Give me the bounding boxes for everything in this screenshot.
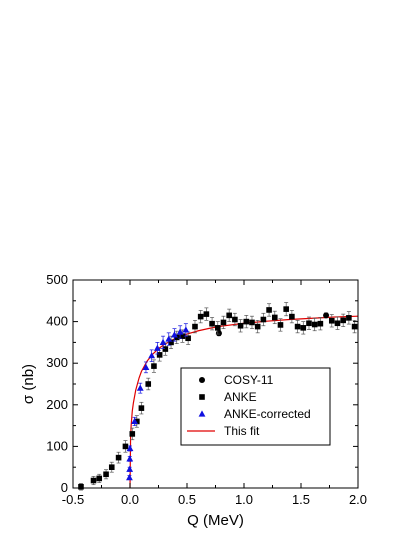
anke-corrected-point [126, 444, 134, 452]
anke-point [138, 405, 145, 411]
anke-point [108, 464, 115, 470]
anke-point [78, 483, 84, 490]
y-tick-label: 0 [61, 480, 68, 495]
legend-label: ANKE [224, 390, 257, 404]
anke-point [129, 431, 136, 437]
anke-corrected-point [153, 344, 161, 351]
axes: -0.5 0.0 0.5 1.0 1.5 2.0 0 100 200 300 400 500 [46, 272, 367, 507]
anke-corrected-point [126, 455, 134, 462]
legend-label: This fit [224, 424, 260, 438]
anke-point [306, 320, 312, 327]
y-tick-label: 300 [46, 355, 68, 370]
anke-point [179, 333, 186, 339]
anke-point [351, 323, 358, 330]
anke-point [260, 316, 267, 323]
y-tick-label: 400 [46, 314, 68, 329]
anke-point [277, 322, 284, 328]
anke-corrected-point [165, 335, 173, 342]
x-tick-label: 1.5 [292, 492, 310, 507]
anke-corrected-point [182, 326, 190, 333]
anke-point [226, 312, 232, 319]
x-tick-label: 1.0 [235, 492, 253, 507]
anke-point [96, 475, 103, 482]
anke-point [249, 319, 255, 326]
anke-point [197, 313, 204, 320]
x-tick-label: 2.0 [349, 492, 367, 507]
anke-point [145, 381, 152, 387]
y-tick-label: 500 [46, 272, 68, 287]
x-tick-label: 0.0 [121, 492, 139, 507]
anke-point [220, 319, 227, 326]
anke-point [203, 311, 210, 317]
x-tick-label: 0.5 [178, 492, 196, 507]
anke-point [151, 363, 157, 369]
plot-content [78, 302, 359, 491]
anke-point [311, 321, 318, 328]
anke-corrected-point [126, 465, 134, 472]
anke-point [271, 314, 278, 321]
anke-point [237, 322, 244, 329]
anke-point [334, 320, 341, 327]
anke-point [346, 315, 352, 321]
legend-square-symbol [199, 394, 205, 400]
anke-corrected-point [159, 338, 167, 345]
anke-corrected-point [136, 384, 144, 391]
legend-box [180, 367, 331, 446]
legend-triangle-symbol [198, 410, 206, 417]
legend: COSY-11 ANKE ANKE-corrected This fit [180, 367, 331, 446]
anke-point [300, 325, 307, 331]
anke-point [254, 323, 261, 330]
anke-point [115, 454, 122, 461]
cosy-11-point [215, 330, 222, 337]
anke-point [156, 352, 163, 358]
anke-point [328, 317, 335, 324]
y-axis-title: σ (nb) [20, 364, 37, 404]
anke-point [168, 339, 174, 346]
anke-point [134, 418, 140, 425]
y-tick-label: 100 [46, 438, 68, 453]
anke-corrected-point [142, 363, 150, 370]
anke-point [243, 318, 250, 325]
anke-point [103, 471, 109, 478]
legend-circle-symbol [199, 377, 205, 383]
anke-point [192, 323, 198, 330]
legend-label: ANKE-corrected [224, 407, 311, 421]
anke-point [317, 320, 324, 327]
anke-point [90, 477, 97, 484]
anke-point [185, 335, 191, 342]
anke-corrected-point [131, 417, 138, 425]
anke-corrected-point [171, 331, 178, 338]
anke-point [283, 306, 289, 312]
anke-point [162, 346, 169, 352]
anke-point [289, 313, 295, 320]
anke-corrected-point [148, 352, 156, 359]
anke-corrected-point [126, 474, 133, 481]
anke-point [209, 320, 215, 327]
legend-label: COSY-11 [224, 373, 274, 387]
anke-point [294, 323, 301, 330]
y-tick-label: 200 [46, 397, 68, 412]
anke-point [214, 325, 221, 331]
anke-point [232, 316, 238, 323]
anke-corrected-point [176, 328, 184, 335]
anke-point [340, 317, 346, 324]
x-tick-label: -0.5 [62, 492, 84, 507]
anke-point [266, 307, 272, 313]
cosy-11-point [323, 312, 330, 319]
x-axis-title: Q (MeV) [187, 512, 244, 529]
anke-point [122, 443, 129, 450]
